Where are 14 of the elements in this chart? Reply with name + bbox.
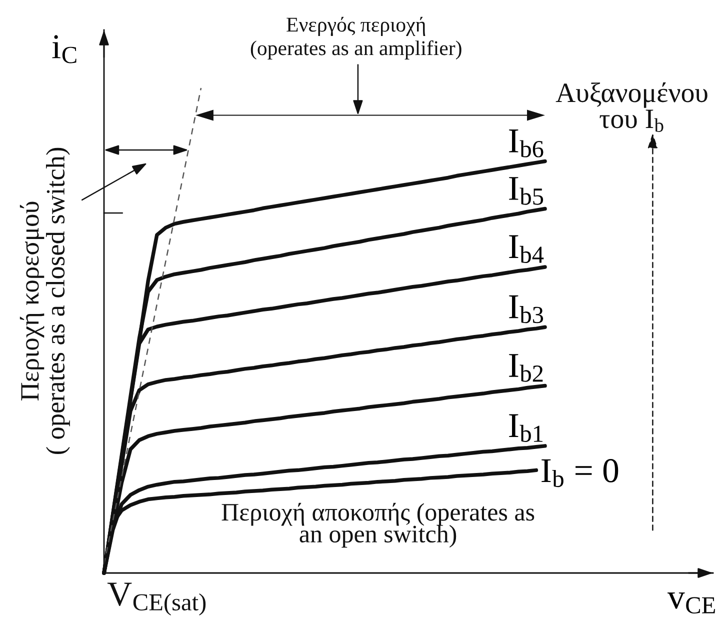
- text: V$_{CE(sat)}$: [107, 582, 206, 616]
- series-label: I$_{b}$ = 0: [542, 458, 618, 488]
- series-label: I$_{b3}$: [509, 295, 544, 324]
- x-axis-title: v$_{CE}$: [667, 592, 715, 614]
- series-label: I$_{b5}$: [509, 177, 544, 205]
- text: Περιοχή κορεσμού ( operates as a closed switch): [20, 148, 70, 454]
- series-label: I$_{b6}$: [509, 130, 544, 158]
- y-axis-title: i$_{C}$: [52, 35, 76, 64]
- annotation: Περιοχή αποκοπής (operates as an open switch): [222, 502, 534, 548]
- text: Αυξανομένου του I$_{b}$: [556, 82, 708, 132]
- series-label: I$_{b2}$: [509, 354, 543, 382]
- text: Ενεργός περιοχή (operates as an amplifier): [250, 16, 462, 60]
- series-label: I$_{b1}$: [509, 414, 543, 442]
- series-label: I$_{b4}$: [509, 235, 544, 264]
